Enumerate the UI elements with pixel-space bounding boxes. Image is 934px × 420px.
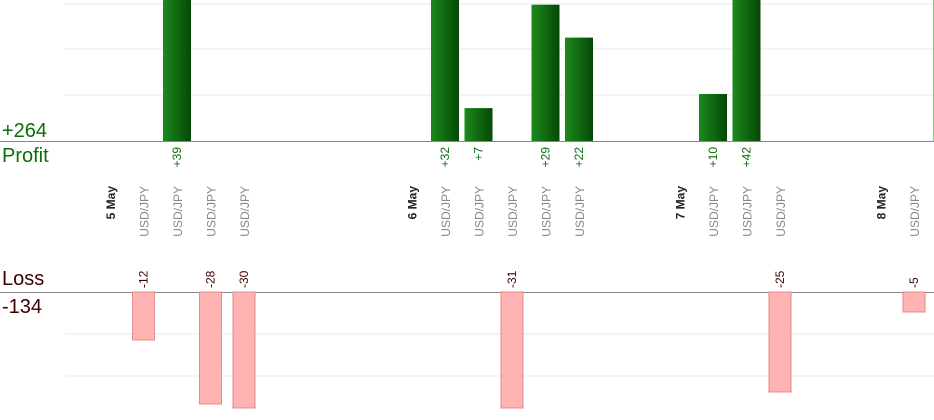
date-label: 8 May — [875, 186, 889, 220]
grid-lines — [65, 3, 934, 377]
loss-value-label: -25 — [773, 270, 787, 288]
profit-bar — [431, 0, 459, 141]
loss-value-label: -5 — [907, 277, 921, 288]
date-label: 7 May — [674, 186, 688, 220]
profit-bar — [464, 108, 493, 141]
loss-bar — [132, 291, 155, 341]
profit-value-label: +42 — [740, 147, 754, 168]
loss-bar — [232, 291, 256, 409]
pair-label: USD/JPY — [205, 186, 219, 237]
pair-label: USD/JPY — [741, 186, 755, 237]
pair-label: USD/JPY — [573, 186, 587, 237]
date-label: 5 May — [104, 186, 118, 220]
loss-bar — [199, 291, 222, 405]
profit-value-label: +39 — [170, 147, 184, 168]
pair-label: USD/JPY — [473, 186, 487, 237]
profit-value-label: +32 — [438, 147, 452, 168]
loss-bar — [902, 291, 926, 313]
loss-bar — [500, 291, 524, 409]
profit-bar — [732, 0, 761, 141]
profit-title: Profit — [2, 145, 49, 167]
loss-value-label: -28 — [204, 270, 218, 288]
loss-value-label: -12 — [137, 270, 151, 288]
profit-bar — [699, 94, 727, 141]
pair-label: USD/JPY — [540, 186, 554, 237]
profit-bar — [565, 37, 593, 141]
pair-label: USD/JPY — [238, 186, 252, 237]
loss-bar — [768, 291, 792, 393]
profit-bar — [531, 4, 560, 142]
pair-label: USD/JPY — [707, 186, 721, 237]
pair-label: USD/JPY — [171, 186, 185, 237]
loss-title: Loss — [2, 268, 45, 290]
profit-value-label: +7 — [472, 147, 486, 161]
loss-value-label: -30 — [237, 270, 251, 288]
profit-value-label: +29 — [539, 147, 553, 168]
profit-value-label: +22 — [572, 147, 586, 168]
pair-label: USD/JPY — [138, 186, 152, 237]
profit-total: +264 — [2, 120, 48, 142]
date-label: 6 May — [406, 186, 420, 220]
profit-value-label: +10 — [706, 147, 720, 168]
loss-total: -134 — [2, 296, 43, 318]
category-labels: 5 May USD/JPY USD/JPY USD/JPY USD/JPY 6 May US… — [104, 186, 922, 237]
pair-label: USD/JPY — [439, 186, 453, 237]
loss-bars — [132, 291, 926, 409]
pair-label: USD/JPY — [908, 186, 922, 237]
profit-bar — [163, 0, 191, 141]
loss-value-label: -31 — [505, 270, 519, 288]
pair-label: USD/JPY — [506, 186, 520, 237]
profit-bars — [163, 0, 934, 142]
value-labels: +39+32+7+29+22+10+42+71+12-12-28-30-31-2… — [137, 147, 922, 288]
pair-label: USD/JPY — [774, 186, 788, 237]
